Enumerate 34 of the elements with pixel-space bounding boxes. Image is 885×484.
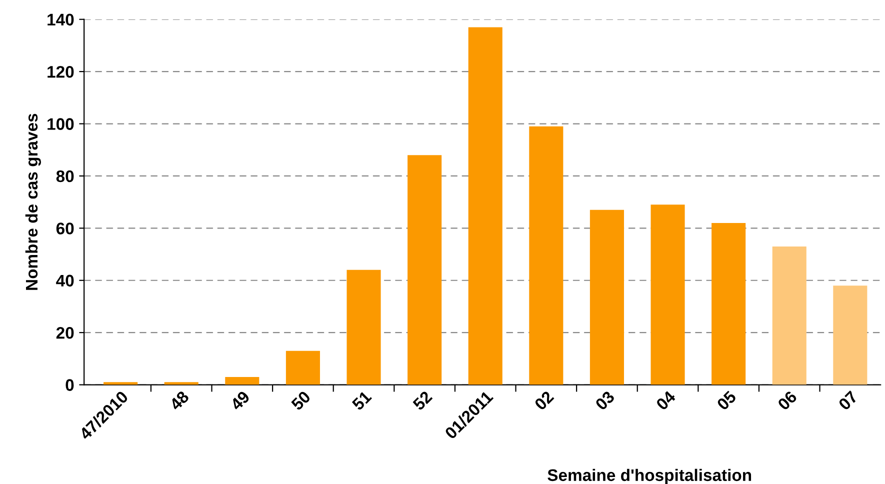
y-tick-label: 20 [56, 326, 74, 339]
y-tick-label: 60 [56, 222, 74, 234]
y-tick-label: 120 [48, 66, 74, 78]
x-tick-label: 03 [594, 390, 616, 411]
x-tick-label: 52 [412, 390, 433, 411]
bar [833, 286, 868, 385]
y-tick-label: 0 [66, 379, 74, 391]
x-tick-label: 49 [230, 390, 250, 412]
y-tick-label: 100 [48, 118, 74, 130]
bar [225, 376, 260, 385]
x-tick-label: 02 [534, 390, 554, 411]
bar [164, 382, 198, 385]
x-tick-label: 06 [777, 390, 798, 411]
bar [286, 350, 320, 385]
bar [346, 270, 381, 385]
x-tick-label: 51 [351, 390, 372, 411]
bar [590, 210, 624, 385]
x-tick-label: 07 [838, 390, 858, 411]
bar [712, 222, 746, 385]
x-tick-label: 50 [290, 390, 312, 411]
bar [104, 382, 138, 385]
bar [772, 246, 806, 385]
y-tick-label: 40 [56, 274, 74, 287]
bar [408, 155, 442, 385]
y-tick-label: 80 [56, 170, 74, 182]
bar [529, 126, 564, 385]
x-tick-label: 05 [716, 390, 737, 411]
y-tick-label: 140 [48, 14, 74, 26]
x-tick-label: 48 [168, 390, 190, 412]
y-axis-title: Nombre de cas graves [25, 114, 41, 290]
bar [468, 27, 502, 385]
x-tick-label: 04 [655, 390, 676, 411]
bar [650, 204, 685, 385]
x-axis-title: Semaine d'hospitalisation [548, 468, 752, 484]
